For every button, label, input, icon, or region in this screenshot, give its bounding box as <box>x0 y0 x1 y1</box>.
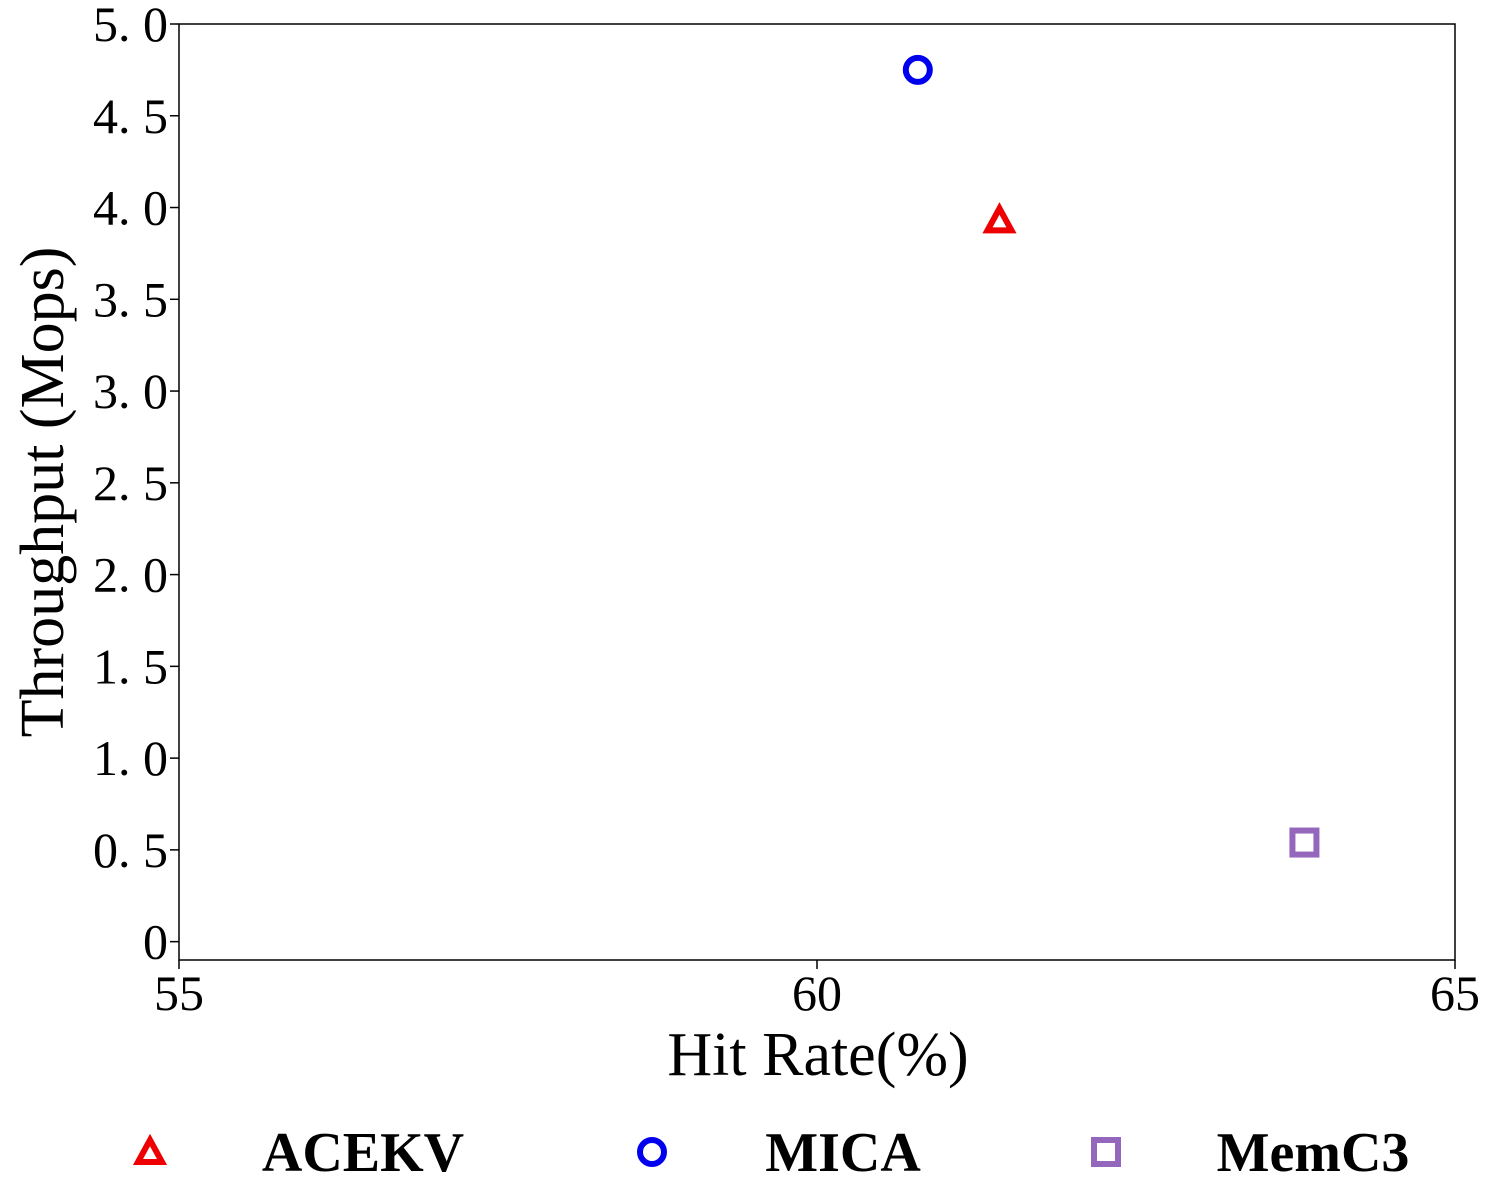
y-axis: 0 0. 5 1. 0 1. 5 2. 0 2. 5 3. 0 3. 5 4. 0 4. 5 5. … <box>93 0 179 970</box>
x-axis-title: Hit Rate(%) <box>667 1021 968 1089</box>
plot-area <box>178 23 1456 961</box>
y-tick-label: 4. 5 <box>93 88 168 144</box>
legend-marker-memc3 <box>1091 1137 1121 1167</box>
x-tick-label: 65 <box>1430 965 1480 1021</box>
x-tick-label: 55 <box>154 965 204 1021</box>
y-tick-label: 0 <box>143 914 168 970</box>
y-tick-label: 3. 0 <box>93 363 168 419</box>
data-points <box>902 54 1320 858</box>
y-axis-title: Throughput (Mops) <box>9 247 77 738</box>
x-axis: 55 60 65 <box>154 960 1480 1021</box>
legend-marker-mica <box>637 1137 667 1167</box>
y-tick-label: 1. 5 <box>93 638 168 694</box>
y-tick-label: 0. 5 <box>93 822 168 878</box>
y-tick-label: 5. 0 <box>93 0 168 52</box>
legend-label-acekv: ACEKV <box>262 1122 464 1184</box>
y-tick-label: 3. 5 <box>93 271 168 327</box>
y-tick-label: 4. 0 <box>93 180 168 236</box>
data-point-memc3 <box>1289 827 1320 858</box>
legend-label-mica: MICA <box>765 1122 921 1184</box>
legend: ACEKV MICA MemC3 <box>132 1122 1410 1184</box>
data-point-acekv <box>982 202 1017 234</box>
x-tick-label: 60 <box>792 965 842 1021</box>
y-tick-label: 2. 5 <box>93 455 168 511</box>
legend-marker-acekv <box>132 1133 168 1165</box>
data-point-mica <box>902 54 933 85</box>
legend-label-memc3: MemC3 <box>1217 1122 1410 1184</box>
y-tick-label: 2. 0 <box>93 547 168 603</box>
y-tick-label: 1. 0 <box>93 730 168 786</box>
